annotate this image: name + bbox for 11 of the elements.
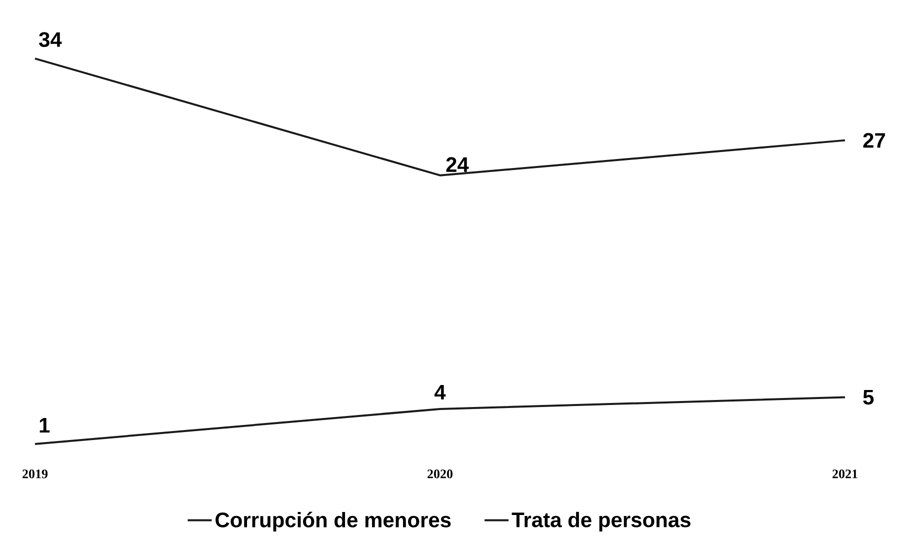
data-label: 4 — [434, 384, 446, 400]
x-tick-label: 2019 — [22, 470, 48, 478]
legend-label: Corrupción de menores — [216, 512, 451, 532]
x-tick-label: 2021 — [832, 470, 858, 478]
data-label: 1 — [40, 418, 50, 432]
data-label: 27 — [863, 132, 885, 148]
data-label: 34 — [39, 32, 62, 48]
x-tick-label: 2020 — [428, 470, 453, 478]
legend-label: Trata de personas — [512, 512, 690, 532]
data-label: 24 — [446, 157, 469, 172]
data-label: 5 — [863, 390, 874, 405]
